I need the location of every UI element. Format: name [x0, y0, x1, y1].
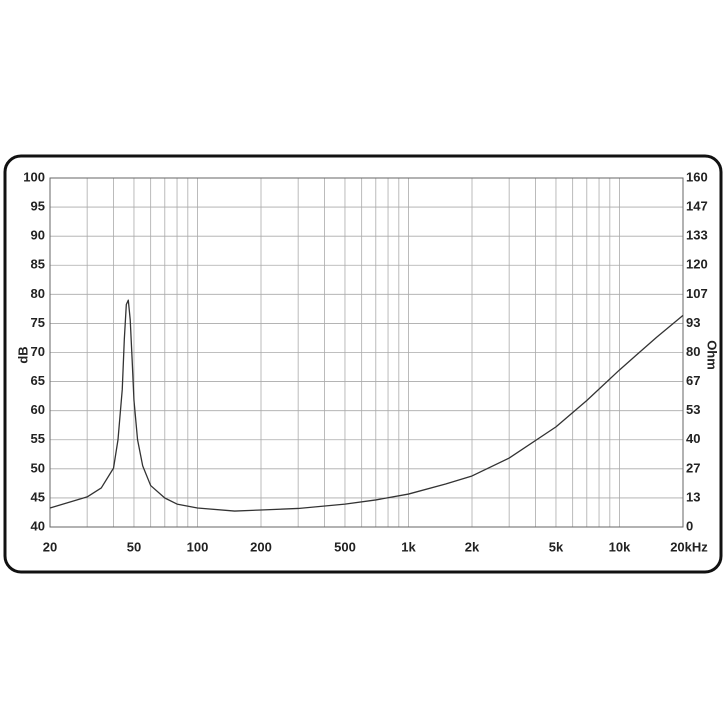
- x-tick-label: 500: [334, 539, 356, 554]
- y-tick-label: 50: [31, 460, 45, 475]
- y2-tick-label: 147: [686, 199, 708, 214]
- impedance-curve: [49, 299, 684, 512]
- y-tick-label: 75: [31, 315, 45, 330]
- y-tick-label: 90: [31, 228, 45, 243]
- y-tick-label: 85: [31, 257, 45, 272]
- y2-tick-label: 133: [686, 228, 708, 243]
- y-tick-label: 70: [31, 344, 45, 359]
- y-tick-label: 55: [31, 431, 45, 446]
- x-tick-label: 100: [187, 539, 209, 554]
- y-tick-label: 80: [31, 286, 45, 301]
- x-tick-label: 20: [43, 539, 57, 554]
- y2-tick-label: 107: [686, 286, 708, 301]
- y2-tick-label: 80: [686, 344, 700, 359]
- x-tick-label: 2k: [465, 539, 480, 554]
- x-tick-label: 20kHz: [670, 539, 708, 554]
- x-tick-label: 200: [250, 539, 272, 554]
- y2-tick-label: 40: [686, 431, 700, 446]
- y-tick-label: 40: [31, 518, 45, 533]
- y2-tick-label: 0: [686, 518, 693, 533]
- y-axis-label: dB: [15, 346, 30, 363]
- x-tick-label: 5k: [549, 539, 564, 554]
- y2-tick-label: 120: [686, 257, 708, 272]
- plot-border: [49, 177, 684, 528]
- y-tick-label: 100: [23, 169, 45, 184]
- frame: [3, 154, 723, 574]
- x-tick-label: 1k: [401, 539, 416, 554]
- y-tick-label: 95: [31, 199, 45, 214]
- y2-axis-label: Ohm: [705, 340, 720, 370]
- x-tick-label: 10k: [609, 539, 631, 554]
- x-tick-label: 50: [127, 539, 141, 554]
- y2-tick-label: 27: [686, 460, 700, 475]
- y2-tick-label: 67: [686, 373, 700, 388]
- y-tick-label: 60: [31, 402, 45, 417]
- y2-tick-label: 93: [686, 315, 700, 330]
- y-tick-label: 65: [31, 373, 45, 388]
- y2-tick-label: 13: [686, 489, 700, 504]
- y2-tick-label: 53: [686, 402, 700, 417]
- y-tick-label: 45: [31, 489, 45, 504]
- y2-tick-label: 160: [686, 169, 708, 184]
